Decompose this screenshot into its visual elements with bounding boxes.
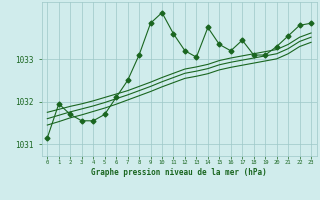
X-axis label: Graphe pression niveau de la mer (hPa): Graphe pression niveau de la mer (hPa) <box>91 168 267 177</box>
